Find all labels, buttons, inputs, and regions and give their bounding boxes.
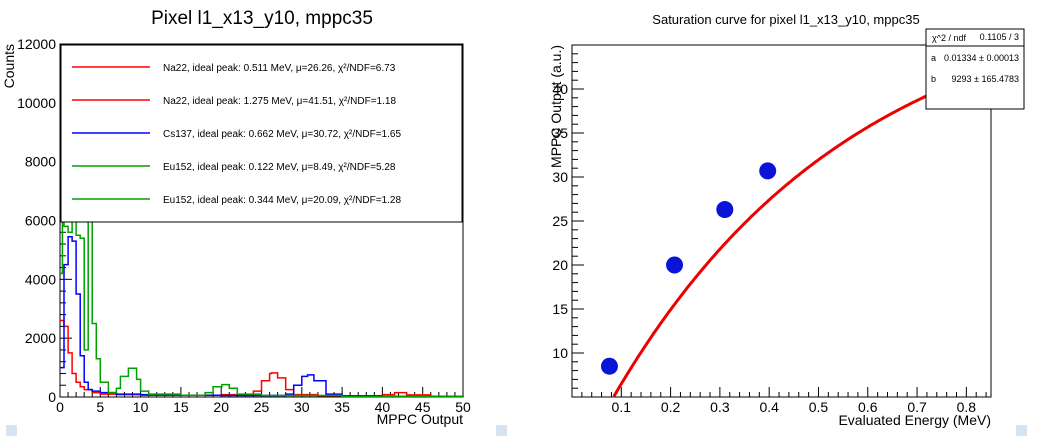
y-tick-label: 25 xyxy=(552,213,568,229)
fit-stats-a-label: a xyxy=(931,53,936,63)
y-tick-label: 6000 xyxy=(25,213,56,229)
y-tick-label: 30 xyxy=(552,169,568,185)
y-tick-label: 12000 xyxy=(17,36,56,52)
legend-entry: Na22, ideal peak: 0.511 MeV, μ=26.26, χ²… xyxy=(163,63,396,74)
data-point xyxy=(716,201,734,219)
saturation-fit xyxy=(612,68,990,398)
data-point xyxy=(666,256,684,274)
y-tick-label: 15 xyxy=(552,301,568,317)
saturation-points xyxy=(600,67,963,375)
histogram-title: Pixel l1_x13_y10, mppc35 xyxy=(151,8,373,29)
fit-stats-title-label: χ^2 / ndf xyxy=(932,33,966,43)
corner-marker-bottom-center xyxy=(496,425,507,436)
x-tick-label: 0.3 xyxy=(710,399,730,415)
x-tick-label: 40 xyxy=(375,399,391,415)
x-tick-label: 0 xyxy=(56,399,64,415)
x-tick-label: 35 xyxy=(334,399,350,415)
y-tick-label: 4000 xyxy=(25,271,56,287)
y-tick-label: 10000 xyxy=(17,95,56,111)
series-blue xyxy=(60,235,464,398)
fit-curve xyxy=(612,68,990,398)
y-tick-label: 0 xyxy=(48,389,56,405)
x-tick-label: 5 xyxy=(96,399,104,415)
saturation-ticks: 0.1 0.2 0.3 0.4 0.5 0.6 0.7 0.8 10 15 20 25 30 35 40 xyxy=(552,44,987,415)
x-tick-label: 0.1 xyxy=(612,399,632,415)
x-tick-label: 0.8 xyxy=(957,399,977,415)
x-tick-label: 25 xyxy=(254,399,270,415)
histogram-xlabel: MPPC Output xyxy=(377,411,463,427)
fit-stats-b-label: b xyxy=(931,74,936,84)
x-tick-label: 10 xyxy=(133,399,149,415)
x-tick-label: 0.7 xyxy=(907,399,927,415)
x-tick-label: 20 xyxy=(213,399,229,415)
y-tick-label: 2000 xyxy=(25,330,56,346)
fit-stats-a-value: 0.01334 ± 0.00013 xyxy=(944,53,1019,63)
fit-stats-box: χ^2 / ndf 0.1105 / 3 a 0.01334 ± 0.00013… xyxy=(925,28,1025,110)
x-tick-label: 0.4 xyxy=(759,399,779,415)
saturation-xlabel: Evaluated Energy (MeV) xyxy=(838,412,991,428)
y-tick-label: 8000 xyxy=(25,154,56,170)
legend-entry: Cs137, ideal peak: 0.662 MeV, μ=30.72, χ… xyxy=(163,129,401,140)
fit-stats-frame xyxy=(925,28,1025,110)
saturation-ylabel: MPPC Output (a.u.) xyxy=(548,45,564,168)
y-tick-label: 35 xyxy=(552,125,568,141)
y-tick-label: 40 xyxy=(552,81,568,97)
legend-entry: Na22, ideal peak: 1.275 MeV, μ=41.51, χ²… xyxy=(163,96,396,107)
histogram-legend: Na22, ideal peak: 0.511 MeV, μ=26.26, χ²… xyxy=(72,63,401,206)
series-red xyxy=(60,319,464,398)
legend-entry: Eu152, ideal peak: 0.344 MeV, μ=20.09, χ… xyxy=(163,195,401,206)
histogram-series xyxy=(60,219,464,398)
x-tick-label: 45 xyxy=(415,399,431,415)
x-tick-label: 50 xyxy=(455,399,471,415)
legend-entry: Eu152, ideal peak: 0.122 MeV, μ=8.49, χ²… xyxy=(163,162,396,173)
corner-marker-bottom-right xyxy=(1016,425,1027,436)
data-point xyxy=(759,162,777,180)
corner-marker-bottom-left xyxy=(6,425,17,436)
data-point xyxy=(600,357,618,375)
x-tick-label: 0.6 xyxy=(858,399,878,415)
saturation-title: Saturation curve for pixel l1_x13_y10, m… xyxy=(652,12,919,27)
series-green xyxy=(60,219,464,398)
histogram-ylabel: Counts xyxy=(1,44,17,88)
fit-stats-title-value: 0.1105 / 3 xyxy=(980,32,1019,42)
saturation-chart: Saturation curve for pixel l1_x13_y10, m… xyxy=(548,12,1025,428)
x-tick-label: 30 xyxy=(294,399,310,415)
histogram-chart: Pixel l1_x13_y10, mppc35 0 5 10 15 20 25 30 35 4… xyxy=(1,8,471,427)
x-tick-label: 15 xyxy=(173,399,189,415)
x-tick-label: 0.2 xyxy=(661,399,681,415)
x-tick-label: 0.5 xyxy=(809,399,829,415)
y-tick-label: 20 xyxy=(552,257,568,273)
y-tick-label: 10 xyxy=(552,345,568,361)
fit-stats-b-value: 9293 ± 165.4783 xyxy=(952,74,1020,84)
